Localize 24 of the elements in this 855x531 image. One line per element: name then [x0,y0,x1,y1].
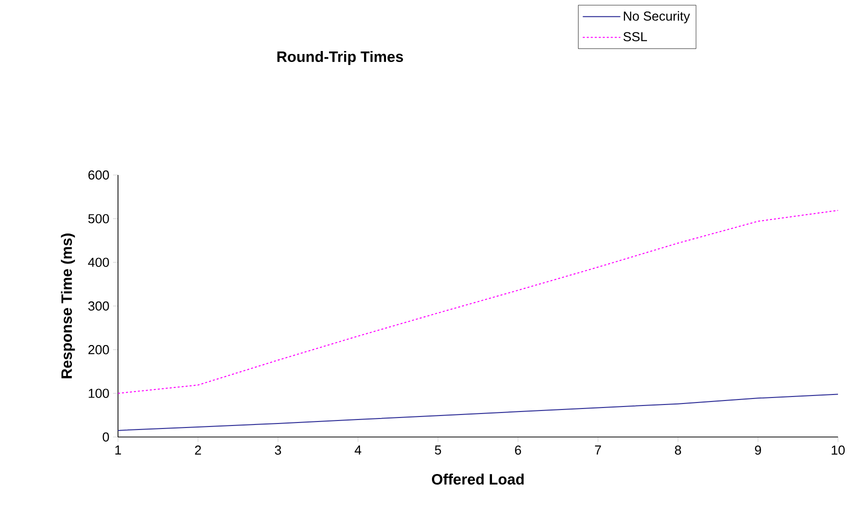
legend-label: No Security [624,11,690,24]
y-tick-label: 200 [88,345,109,354]
legend-label: SSL [623,32,647,42]
x-tick-label: 5 [434,446,442,455]
x-tick-label: 2 [195,446,201,455]
x-tick-label: 8 [674,446,682,455]
y-axis-title: Response Time (ms) [60,234,75,378]
y-tick-label: 300 [88,301,109,311]
x-axis-title: Offered Load [432,474,524,485]
x-tick-label: 10 [832,446,845,455]
x-tick-label: 6 [515,446,522,455]
x-tick-label: 9 [754,446,761,455]
line-series [118,210,838,394]
chart-title: Round-Trip Times [277,51,404,65]
y-tick-label: 0 [102,432,109,442]
y-tick-label: 500 [88,214,109,224]
x-tick-label: 4 [354,446,362,454]
x-tick-label: 3 [274,446,282,455]
y-tick-label: 100 [88,388,109,398]
x-tick-label: 7 [595,446,601,454]
x-tick-label: 1 [115,446,121,454]
y-tick-label: 400 [88,258,109,267]
line-series [118,394,838,431]
y-tick-label: 600 [88,170,109,180]
